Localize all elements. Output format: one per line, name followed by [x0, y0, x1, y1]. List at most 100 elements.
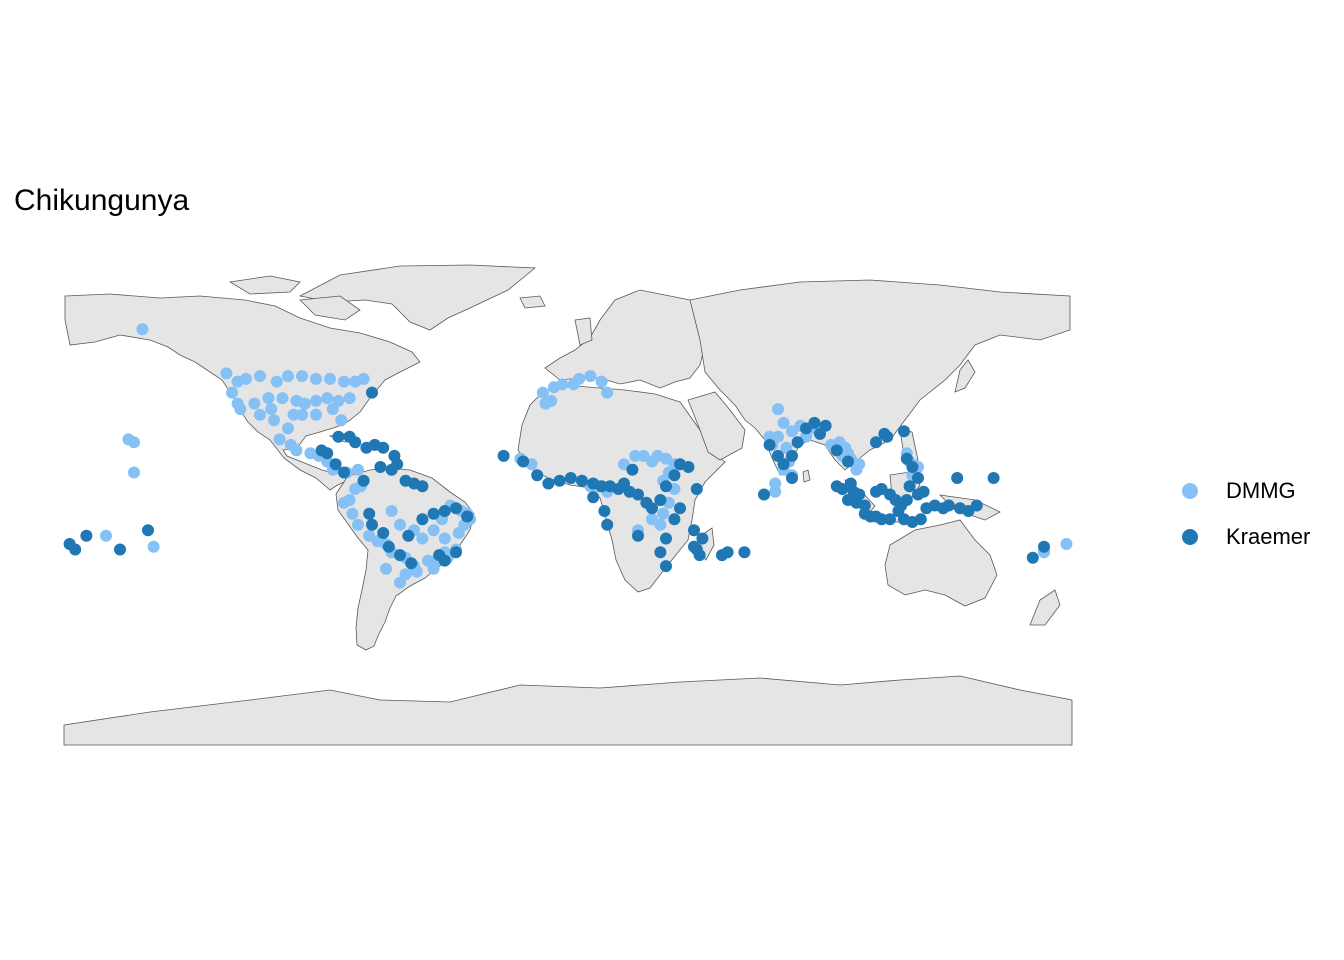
- kraemer-point: [377, 527, 390, 539]
- dmmg-point: [296, 370, 308, 383]
- dmmg-point: [772, 403, 784, 416]
- dmmg-point: [777, 416, 790, 429]
- kraemer-point: [332, 430, 345, 443]
- kraemer-point: [917, 485, 930, 498]
- dmmg-point: [100, 529, 112, 542]
- dmmg-point: [296, 408, 308, 421]
- dmmg-point: [352, 463, 364, 476]
- kraemer-point: [970, 499, 983, 512]
- kraemer-point: [721, 546, 734, 559]
- kraemer-point: [416, 480, 429, 493]
- kraemer-point: [898, 425, 910, 438]
- dmmg-point: [220, 367, 233, 380]
- kraemer-point: [329, 458, 342, 471]
- dmmg-point: [657, 507, 670, 520]
- land-australia: [884, 519, 998, 607]
- kraemer-point: [1026, 551, 1039, 564]
- kraemer-point: [660, 560, 672, 573]
- kraemer-point: [632, 488, 644, 501]
- kraemer-point: [531, 469, 544, 482]
- kraemer-point: [808, 416, 821, 429]
- kraemer-point: [674, 502, 686, 515]
- kraemer-point: [914, 513, 927, 526]
- dmmg-point: [343, 392, 356, 405]
- dmmg-point: [556, 378, 569, 391]
- kraemer-point: [951, 472, 964, 484]
- kraemer-point: [688, 524, 700, 537]
- dmmg-point: [254, 370, 266, 383]
- dmmg-point: [346, 507, 359, 520]
- dmmg-point: [310, 408, 322, 421]
- kraemer-point: [587, 491, 600, 504]
- kraemer-points: [63, 386, 1050, 573]
- kraemer-point: [416, 513, 429, 526]
- kraemer-point: [433, 549, 446, 562]
- dmmg-point: [772, 430, 784, 443]
- kraemer-point: [987, 472, 1000, 484]
- dmmg-point: [268, 414, 280, 427]
- dmmg-point: [248, 397, 261, 410]
- kraemer-point: [338, 466, 350, 479]
- kraemer-point: [830, 444, 843, 457]
- dmmg-point: [338, 496, 350, 509]
- kraemer-point: [357, 474, 370, 487]
- dmmg-point: [573, 372, 586, 385]
- dmmg-point: [310, 372, 322, 385]
- dmmg-point: [536, 386, 549, 399]
- kraemer-point: [542, 477, 555, 490]
- kraemer-point: [553, 474, 566, 487]
- kraemer-point: [564, 472, 577, 484]
- kraemer-point: [763, 438, 776, 451]
- kraemer-point: [696, 532, 709, 545]
- kraemer-point: [366, 518, 378, 531]
- kraemer-point: [450, 502, 462, 515]
- dmmg-point: [629, 449, 642, 462]
- kraemer-point: [690, 483, 703, 495]
- land-arctic-islands: [228, 275, 301, 295]
- kraemer-point: [900, 494, 913, 506]
- kraemer-point: [1038, 540, 1050, 553]
- land-europe: [544, 289, 706, 389]
- dmmg-point: [226, 386, 238, 399]
- kraemer-point: [595, 480, 608, 493]
- dmmg-point: [240, 372, 252, 385]
- dmmg-point: [853, 458, 866, 471]
- dmmg-point: [438, 532, 451, 545]
- dmmg-point: [385, 505, 398, 517]
- dmmg-point: [326, 403, 339, 416]
- kraemer-point: [394, 549, 406, 562]
- kraemer-point: [461, 510, 474, 523]
- land-greenland: [298, 264, 537, 331]
- kraemer-point: [576, 474, 588, 487]
- kraemer-point: [786, 449, 798, 462]
- kraemer-point: [654, 546, 667, 559]
- kraemer-point: [884, 513, 896, 526]
- land-masses: [63, 264, 1073, 746]
- dmmg-point: [769, 485, 782, 498]
- dmmg-point: [338, 375, 350, 388]
- land-antarctica: [63, 675, 1073, 746]
- dmmg-point: [298, 397, 311, 410]
- dmmg-point: [769, 477, 782, 490]
- dmmg-point: [763, 430, 776, 443]
- kraemer-point: [632, 529, 644, 542]
- kraemer-point: [598, 505, 611, 517]
- kraemer-point: [517, 455, 530, 468]
- kraemer-point: [791, 436, 804, 449]
- dmmg-point: [282, 422, 294, 435]
- kraemer-point: [842, 455, 854, 468]
- dmmg-point: [276, 392, 289, 405]
- land-arabia: [687, 391, 746, 461]
- dmmg-point: [427, 562, 440, 575]
- dmmg-point: [321, 392, 334, 405]
- legend-swatch-kraemer: [1182, 529, 1198, 545]
- dmmg-point: [136, 323, 149, 336]
- kraemer-point: [601, 518, 614, 531]
- dmmg-point: [357, 372, 370, 385]
- kraemer-point: [786, 472, 798, 484]
- kraemer-point: [405, 557, 418, 570]
- kraemer-point: [360, 441, 373, 454]
- dmmg-point: [584, 370, 597, 383]
- kraemer-point: [618, 477, 630, 490]
- kraemer-point: [427, 507, 440, 520]
